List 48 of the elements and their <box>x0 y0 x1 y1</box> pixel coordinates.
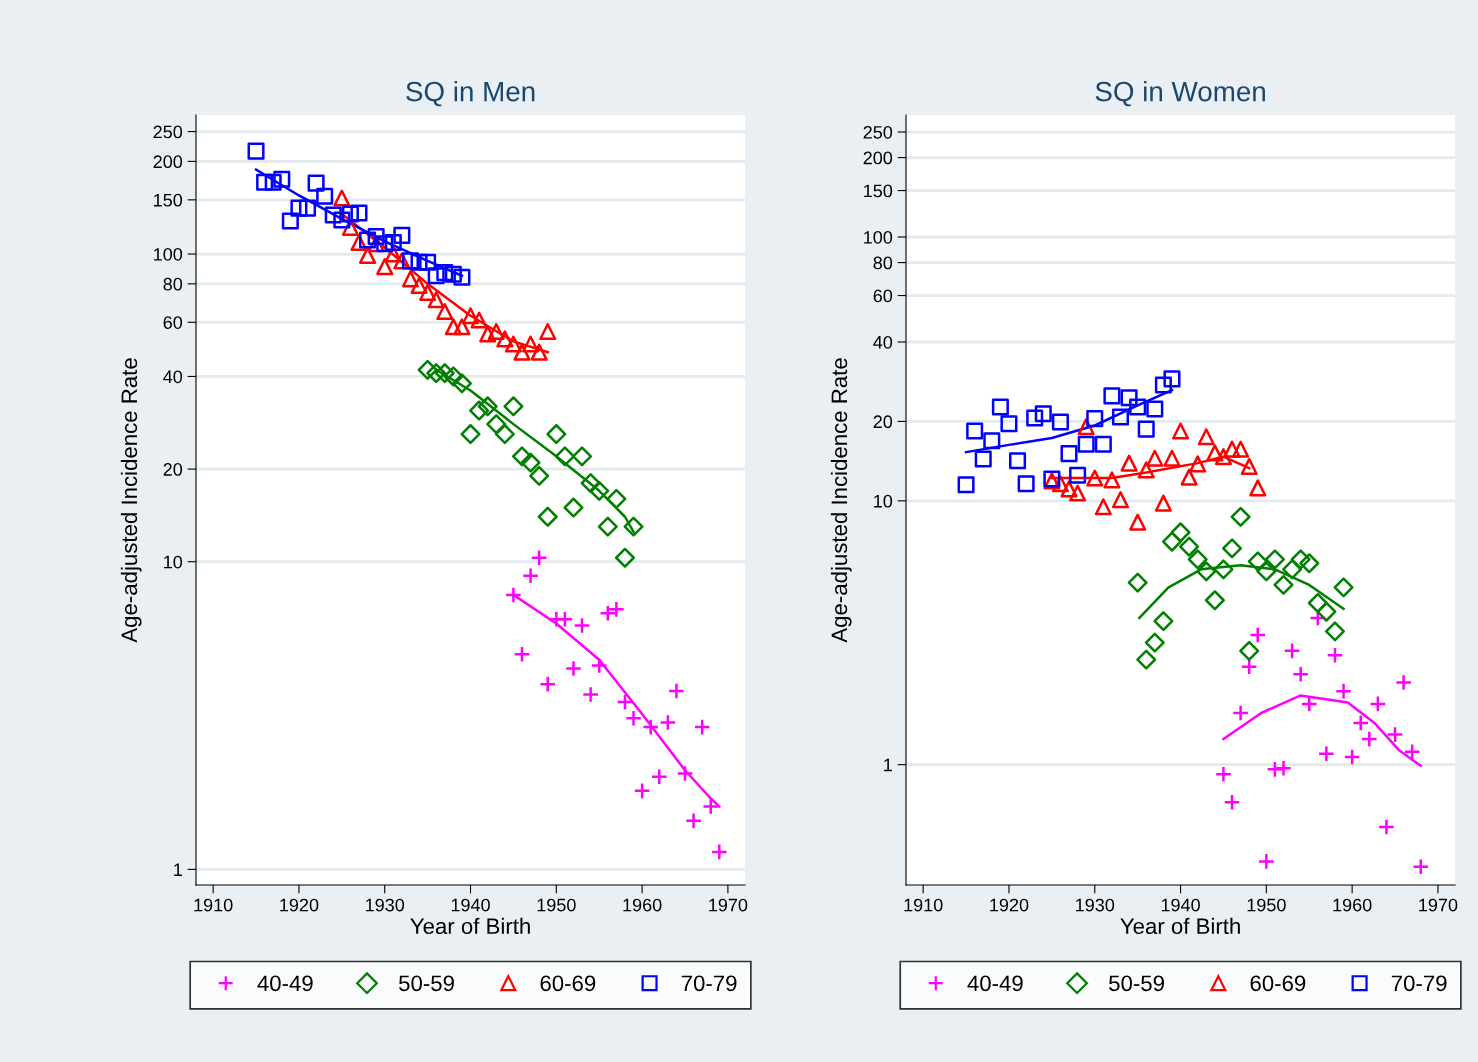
x-tick-label: 1930 <box>1076 898 1115 912</box>
x-tick-label: 1930 <box>366 898 405 912</box>
y-tick-label: 20 <box>163 463 183 476</box>
legend-label: 60-69 <box>540 975 596 992</box>
x-tick-label: 1910 <box>904 898 943 912</box>
legend-label: 70-79 <box>681 975 737 992</box>
x-tick-label: 1910 <box>194 898 233 912</box>
y-tick-label: 10 <box>164 555 183 569</box>
y-tick-label: 1 <box>884 758 892 772</box>
y-tick-label: 20 <box>873 415 893 429</box>
x-axis-title: Year of Birth <box>1120 917 1240 935</box>
y-tick-label: 1 <box>174 863 182 876</box>
y-axis-title: Age-adjusted Incidence Rate <box>120 358 142 643</box>
y-tick-label: 40 <box>163 370 183 384</box>
x-axis-title: Year of Birth <box>410 917 530 935</box>
x-tick-label: 1940 <box>451 898 490 912</box>
x-tick-label: 1920 <box>990 898 1029 912</box>
x-tick-label: 1960 <box>623 898 662 912</box>
x-tick-label: 1960 <box>1333 898 1372 912</box>
x-tick-label: 1940 <box>1161 898 1200 912</box>
legend-label: 60-69 <box>1250 975 1306 992</box>
y-tick-label: 60 <box>873 289 893 303</box>
legend-label: 40-49 <box>257 975 313 992</box>
x-tick-label: 1950 <box>537 898 576 912</box>
y-tick-label: 150 <box>864 184 893 198</box>
legend-label: 50-59 <box>1109 975 1164 992</box>
y-axis-title: Age-adjusted Incidence Rate <box>830 358 852 643</box>
y-tick-label: 100 <box>154 247 183 261</box>
y-tick-label: 80 <box>873 256 893 270</box>
y-tick-label: 100 <box>864 230 893 244</box>
y-tick-label: 200 <box>863 151 893 165</box>
legend-label: 70-79 <box>1391 975 1447 992</box>
y-tick-label: 250 <box>863 125 893 139</box>
y-tick-label: 60 <box>163 316 183 329</box>
y-tick-label: 150 <box>154 193 183 207</box>
y-tick-label: 250 <box>153 125 183 139</box>
y-tick-label: 40 <box>873 335 893 349</box>
y-tick-label: 10 <box>874 494 893 508</box>
chart-title: SQ in Men <box>406 81 535 107</box>
y-tick-label: 80 <box>163 277 183 291</box>
y-tick-label: 200 <box>153 155 183 169</box>
legend-label: 40-49 <box>967 975 1023 992</box>
chart-title: SQ in Women <box>1095 81 1265 107</box>
x-tick-label: 1950 <box>1247 898 1286 912</box>
legend-label: 50-59 <box>399 975 454 992</box>
x-tick-label: 1970 <box>1419 898 1458 912</box>
x-tick-label: 1970 <box>709 898 748 912</box>
x-tick-label: 1920 <box>280 898 319 912</box>
